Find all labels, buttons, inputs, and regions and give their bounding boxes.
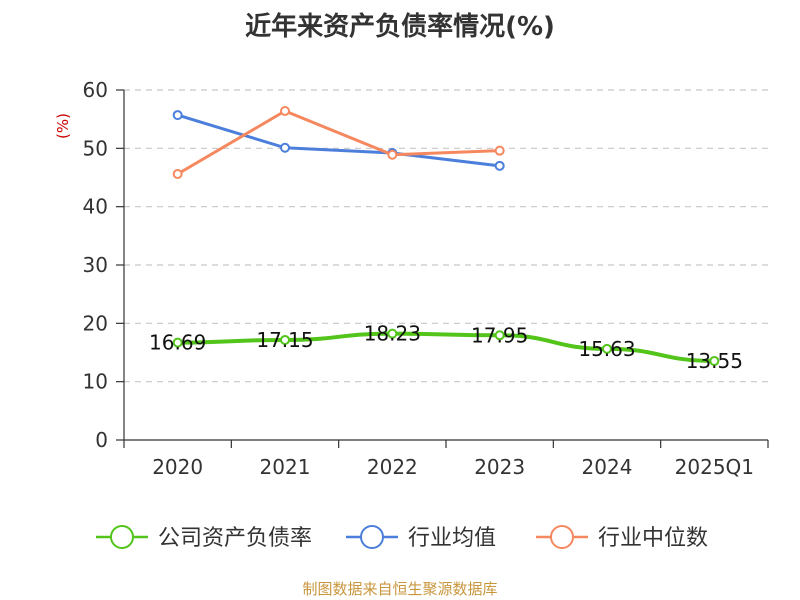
x-tick-label: 2021 <box>260 455 311 479</box>
y-tick-label: 40 <box>83 195 108 219</box>
source-note: 制图数据来自恒生聚源数据库 <box>302 580 498 598</box>
data-point <box>494 145 505 156</box>
data-label: 15.63 <box>578 337 635 361</box>
data-label: 17.95 <box>471 323 528 347</box>
data-point <box>387 149 398 160</box>
y-tick-label: 20 <box>83 311 108 335</box>
data-label: 13.55 <box>686 349 743 373</box>
y-tick-label: 10 <box>83 370 108 394</box>
x-tick-label: 2025Q1 <box>675 455 754 479</box>
data-label: 16.69 <box>149 331 206 355</box>
x-tick-label: 2020 <box>152 455 203 479</box>
data-point <box>709 355 720 366</box>
legend-label: 公司资产负债率 <box>158 526 312 551</box>
legend-item-2: 行业均值 <box>346 525 496 551</box>
series-1 <box>172 328 720 366</box>
data-point <box>172 110 183 121</box>
x-tick-label: 2022 <box>367 455 418 479</box>
series-line <box>176 109 500 176</box>
x-tick-label: 2023 <box>474 455 525 479</box>
legend: 公司资产负债率 行业均值 行业中位数 <box>96 525 708 551</box>
axes: 0 10 20 30 40 50 60 2020 2021 2022 2023 2024 2025Q1 <box>83 78 769 479</box>
series-2 <box>172 110 505 171</box>
data-point <box>387 328 398 339</box>
legend-marker <box>110 525 134 549</box>
y-tick-label: 50 <box>83 136 108 160</box>
data-point <box>280 142 290 153</box>
data-point <box>172 337 183 348</box>
y-tick-label: 30 <box>83 253 108 277</box>
series-lines <box>172 106 720 366</box>
data-point <box>172 169 183 179</box>
data-point <box>494 330 505 341</box>
data-point <box>280 334 290 345</box>
x-tick-label: 2024 <box>582 455 633 479</box>
legend-label: 行业中位数 <box>598 526 708 551</box>
y-tick-label: 0 <box>95 428 108 452</box>
series-3 <box>172 106 505 179</box>
series-line <box>177 331 715 363</box>
legend-marker <box>550 525 574 549</box>
data-label: 18.23 <box>364 322 421 346</box>
y-tick-label: 60 <box>83 78 108 102</box>
y-axis-unit-label: (%) <box>54 113 72 139</box>
legend-item-3: 行业中位数 <box>536 525 708 551</box>
series-line <box>177 113 500 168</box>
legend-marker <box>360 525 384 549</box>
chart-title: 近年来资产负债率情况(%) <box>245 12 555 42</box>
data-point <box>494 160 505 171</box>
legend-label: 行业均值 <box>408 526 496 551</box>
data-point <box>280 106 290 116</box>
grid-lines <box>124 89 768 383</box>
data-label: 17.15 <box>256 328 313 352</box>
data-point <box>602 343 612 354</box>
data-labels: 16.69 17.15 18.23 17.95 15.63 13.55 <box>149 322 743 373</box>
legend-item-1: 公司资产负债率 <box>96 525 312 551</box>
